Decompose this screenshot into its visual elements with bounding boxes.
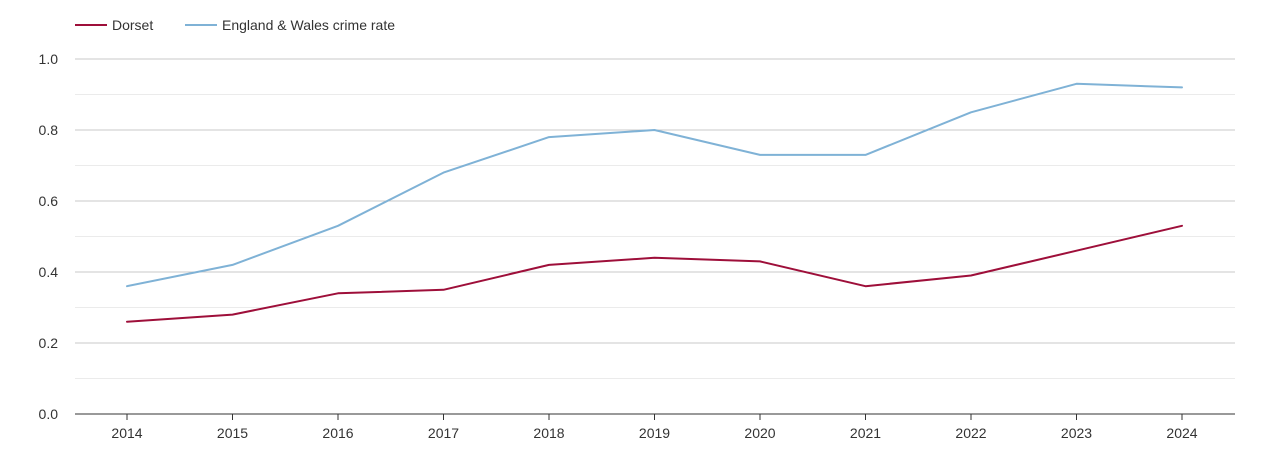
series-line (126, 224, 1183, 323)
x-tick-label: 2016 (322, 425, 353, 441)
y-tick-label: 0.0 (39, 406, 59, 422)
y-tick-label: 0.8 (39, 122, 59, 138)
x-tick-label: 2024 (1166, 425, 1197, 441)
y-tick-label: 0.6 (39, 193, 59, 209)
x-tick-label: 2014 (111, 425, 142, 441)
axis-layer: 0.0 0.2 0.4 0.6 0.8 1.0 2014 2015 2016 2017 2018 20… (39, 51, 1235, 441)
legend: Dorset England & Wales crime rate (75, 17, 395, 33)
x-tick-label: 2019 (639, 425, 670, 441)
x-tick-label: 2017 (428, 425, 459, 441)
x-tick-label: 2022 (955, 425, 986, 441)
grid-layer (75, 58, 1235, 379)
x-tick-label: 2015 (217, 425, 248, 441)
x-tick-label: 2020 (744, 425, 775, 441)
series-layer (126, 82, 1183, 323)
y-tick-label: 1.0 (39, 51, 59, 67)
series-line (126, 82, 1183, 288)
y-tick-label: 0.4 (39, 264, 59, 280)
x-tick-label: 2018 (533, 425, 564, 441)
legend-label: Dorset (112, 17, 153, 33)
x-tick-label: 2023 (1061, 425, 1092, 441)
legend-label: England & Wales crime rate (222, 17, 395, 33)
y-tick-label: 0.2 (39, 335, 59, 351)
x-tick-label: 2021 (850, 425, 881, 441)
